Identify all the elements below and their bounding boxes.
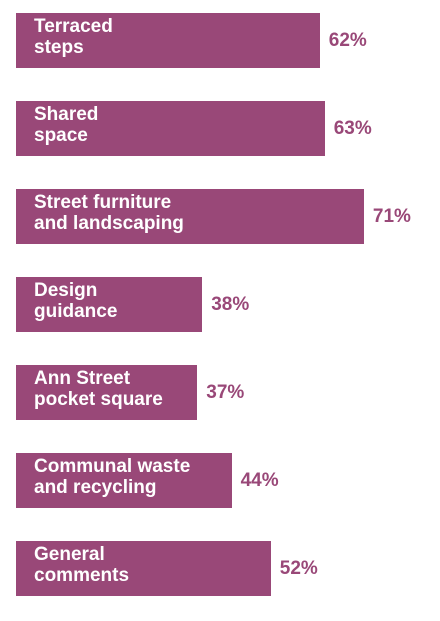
- category-label: Ann Street pocket square: [34, 368, 163, 410]
- bar: Ann Street pocket square: [16, 365, 198, 420]
- value-label: 44%: [240, 469, 279, 491]
- category-label: Communal waste and recycling: [34, 456, 191, 498]
- value-label: 62%: [328, 29, 367, 51]
- category-label: Terraced steps: [34, 16, 113, 58]
- value-label: 71%: [372, 205, 411, 227]
- bar: General comments: [16, 541, 271, 596]
- value-label: 37%: [206, 381, 245, 403]
- value-label: 63%: [333, 117, 372, 139]
- bar: Communal waste and recycling: [16, 453, 232, 508]
- value-label: 52%: [279, 557, 318, 579]
- value-label: 38%: [211, 293, 250, 315]
- bar: Design guidance: [16, 277, 203, 332]
- category-label: Shared space: [34, 104, 99, 146]
- category-label: Street furniture and landscaping: [34, 192, 184, 234]
- bar: Terraced steps: [16, 13, 320, 68]
- bar: Street furniture and landscaping: [16, 189, 364, 244]
- category-label: Design guidance: [34, 280, 118, 322]
- bar: Shared space: [16, 101, 325, 156]
- category-label: General comments: [34, 544, 130, 586]
